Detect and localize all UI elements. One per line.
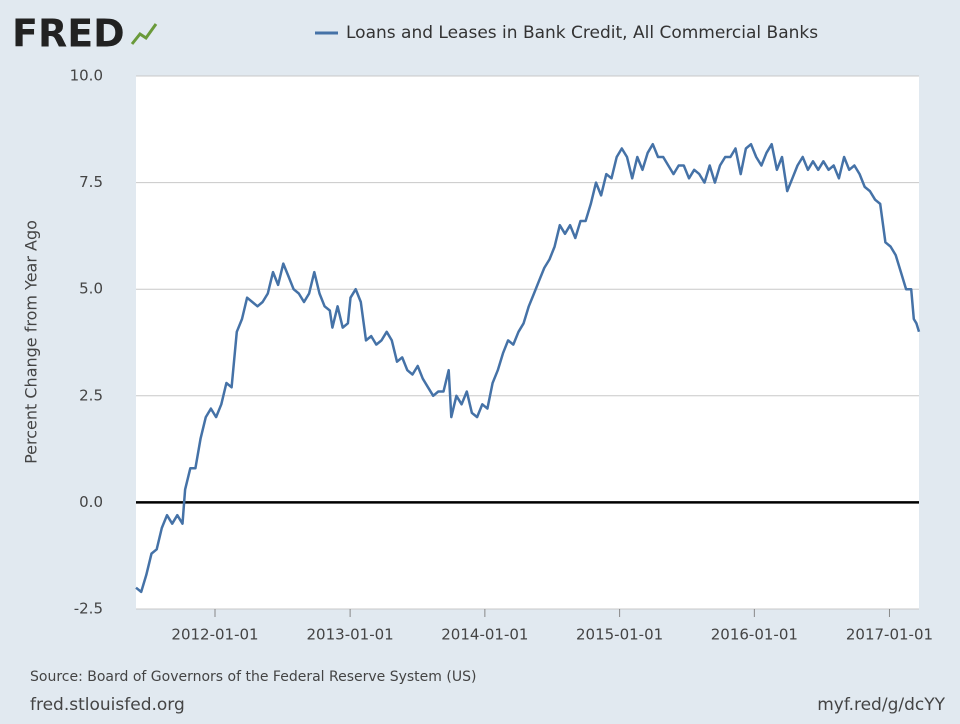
- y-tick-label: 7.5: [79, 173, 103, 191]
- source: Source: Board of Governors of the Federa…: [30, 669, 476, 685]
- data-line: [135, 142, 921, 594]
- y-tick-label: 5.0: [79, 280, 103, 298]
- y-tick-label: 0.0: [79, 493, 103, 511]
- short-url[interactable]: myf.red/g/dcYY: [817, 695, 945, 715]
- x-tick-label: 2013-01-01: [307, 626, 394, 644]
- y-tick-label: -2.5: [74, 600, 103, 618]
- legend-label: Loans and Leases in Bank Credit, All Com…: [346, 23, 818, 43]
- x-tick-label: 2014-01-01: [441, 626, 528, 644]
- x-tick-label: 2015-01-01: [576, 626, 663, 644]
- logo-icon: [130, 23, 158, 45]
- y-axis-label: Percent Change from Year Ago: [22, 220, 41, 464]
- site-link[interactable]: fred.stlouisfed.org: [30, 695, 185, 715]
- x-tick-label: 2012-01-01: [171, 626, 258, 644]
- x-tick-label: 2017-01-01: [846, 626, 933, 644]
- plot-area: [136, 76, 919, 609]
- logo: FRED: [12, 12, 125, 56]
- x-tick-label: 2016-01-01: [711, 626, 798, 644]
- y-tick-label: 10.0: [70, 67, 103, 85]
- y-tick-label: 2.5: [79, 386, 103, 404]
